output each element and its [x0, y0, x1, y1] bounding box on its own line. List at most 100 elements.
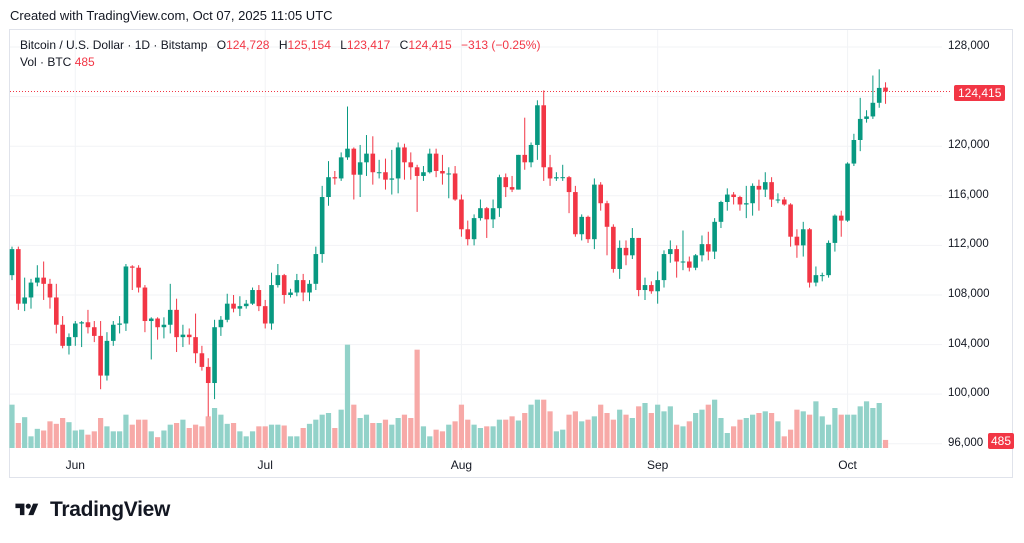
candle-body[interactable]	[769, 182, 774, 200]
candle-body[interactable]	[478, 208, 483, 219]
candle-body[interactable]	[281, 275, 287, 295]
candle-body[interactable]	[262, 306, 268, 324]
candle-body[interactable]	[870, 102, 876, 117]
candle-body[interactable]	[218, 319, 224, 328]
candle-body[interactable]	[414, 167, 420, 176]
candle-body[interactable]	[693, 255, 698, 268]
candle-body[interactable]	[838, 215, 844, 221]
candle-body[interactable]	[547, 167, 553, 179]
candle-body[interactable]	[775, 199, 781, 201]
candle-body[interactable]	[224, 303, 230, 320]
candle-body[interactable]	[585, 216, 591, 240]
candle-body[interactable]	[73, 323, 78, 338]
candle-body[interactable]	[427, 153, 433, 173]
candle-body[interactable]	[668, 249, 673, 255]
candle-body[interactable]	[579, 216, 584, 235]
candle-body[interactable]	[554, 177, 559, 179]
candle-body[interactable]	[180, 334, 186, 338]
candle-body[interactable]	[813, 275, 819, 283]
candle-body[interactable]	[54, 297, 59, 325]
candle-body[interactable]	[522, 154, 528, 163]
candle-body[interactable]	[604, 203, 610, 227]
candle-body[interactable]	[364, 153, 369, 163]
candle-body[interactable]	[408, 162, 414, 168]
candle-body[interactable]	[566, 177, 572, 193]
candle-body[interactable]	[79, 322, 84, 324]
candle-body[interactable]	[630, 237, 635, 256]
candle-body[interactable]	[22, 297, 27, 304]
candle-body[interactable]	[819, 275, 825, 277]
candle-body[interactable]	[851, 139, 857, 164]
candle-body[interactable]	[535, 105, 540, 145]
candle-body[interactable]	[459, 199, 464, 230]
candle-body[interactable]	[573, 192, 578, 235]
candle-body[interactable]	[395, 147, 401, 179]
candle-body[interactable]	[98, 335, 103, 376]
candle-body[interactable]	[91, 327, 97, 336]
candle-body[interactable]	[592, 184, 597, 240]
candle-body[interactable]	[85, 322, 91, 328]
candle-body[interactable]	[864, 116, 869, 119]
candle-body[interactable]	[490, 208, 496, 220]
candle-body[interactable]	[142, 287, 148, 322]
candle-body[interactable]	[781, 199, 787, 205]
candle-body[interactable]	[161, 324, 167, 328]
candle-body[interactable]	[674, 249, 679, 262]
candle-body[interactable]	[275, 275, 281, 286]
candle-body[interactable]	[199, 353, 205, 367]
candle-body[interactable]	[636, 237, 641, 291]
candle-body[interactable]	[338, 157, 344, 179]
legend-volume-label[interactable]: Vol · BTC	[20, 55, 72, 69]
candle-body[interactable]	[452, 173, 458, 200]
candle-body[interactable]	[136, 267, 141, 288]
candle-body[interactable]	[446, 173, 452, 175]
candle-body[interactable]	[174, 309, 179, 338]
candle-body[interactable]	[642, 285, 648, 291]
candle-body[interactable]	[28, 282, 34, 298]
candle-body[interactable]	[370, 153, 376, 173]
candle-body[interactable]	[598, 184, 603, 204]
candle-body[interactable]	[712, 221, 717, 252]
candle-body[interactable]	[756, 185, 762, 190]
candle-body[interactable]	[655, 280, 660, 292]
tradingview-logo[interactable]: TradingView	[12, 498, 170, 522]
candle-body[interactable]	[212, 327, 217, 384]
candle-body[interactable]	[440, 170, 445, 174]
candle-body[interactable]	[307, 283, 312, 293]
candle-body[interactable]	[376, 172, 382, 174]
candle-body[interactable]	[345, 148, 350, 158]
candle-body[interactable]	[687, 261, 692, 268]
candle-body[interactable]	[402, 147, 407, 163]
candle-body[interactable]	[243, 303, 249, 307]
candle-body[interactable]	[528, 144, 534, 163]
candle-body[interactable]	[389, 178, 395, 180]
candle-body[interactable]	[193, 337, 198, 354]
candle-body[interactable]	[332, 177, 338, 179]
candle-body[interactable]	[66, 337, 72, 346]
candle-body[interactable]	[16, 249, 21, 304]
candle-body[interactable]	[826, 242, 831, 276]
candle-body[interactable]	[326, 177, 331, 198]
candle-body[interactable]	[104, 340, 110, 376]
candle-body[interactable]	[750, 185, 755, 204]
candle-body[interactable]	[433, 153, 439, 171]
candle-body[interactable]	[699, 244, 705, 256]
candle-body[interactable]	[845, 163, 850, 221]
candle-body[interactable]	[256, 290, 262, 307]
candle-body[interactable]	[300, 280, 306, 293]
candle-body[interactable]	[167, 309, 173, 325]
candle-body[interactable]	[123, 266, 129, 324]
candle-body[interactable]	[611, 226, 616, 269]
candle-body[interactable]	[788, 204, 793, 237]
legend-symbol[interactable]: Bitcoin / U.S. Dollar · 1D · Bitstamp	[20, 38, 208, 52]
candle-body[interactable]	[680, 261, 686, 263]
candle-body[interactable]	[148, 318, 154, 322]
candle-body[interactable]	[661, 254, 667, 281]
candle-body[interactable]	[288, 292, 293, 295]
candle-body[interactable]	[47, 283, 53, 298]
candle-body[interactable]	[319, 197, 325, 255]
candle-body[interactable]	[465, 229, 471, 240]
candle-body[interactable]	[129, 266, 135, 268]
candle-body[interactable]	[794, 236, 800, 246]
